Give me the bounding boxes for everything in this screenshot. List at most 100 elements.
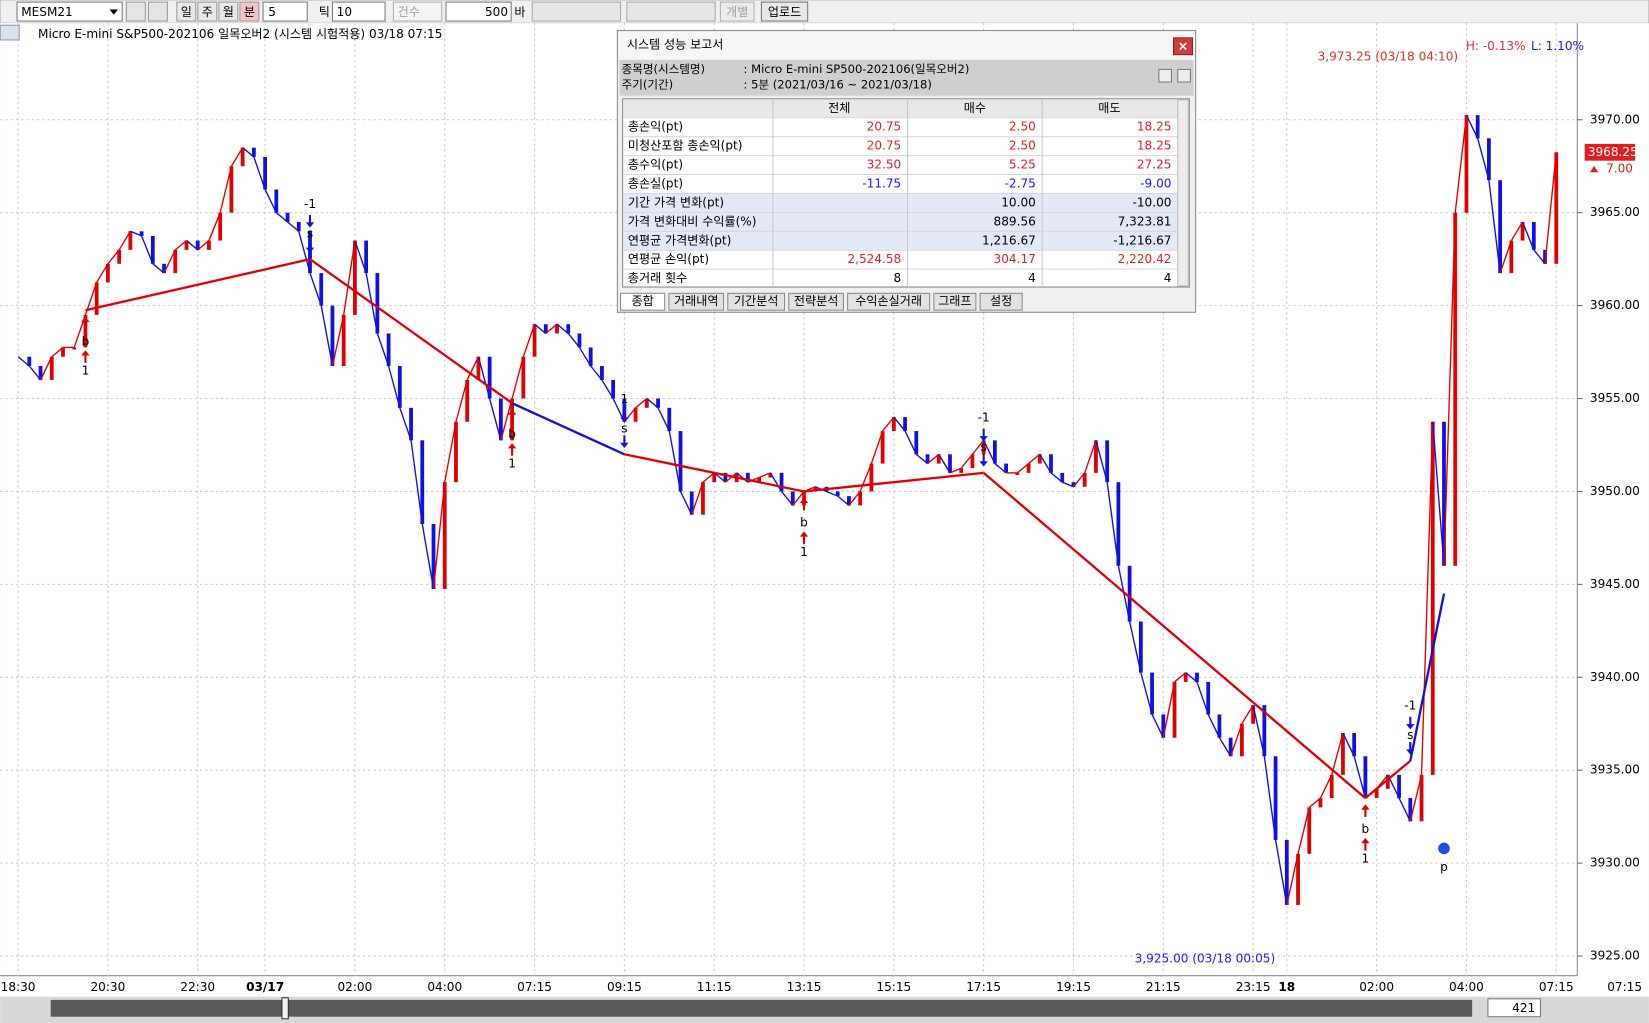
bar-count-input[interactable] xyxy=(445,1,512,22)
search-button[interactable] xyxy=(147,1,168,22)
price-change: 7.00 xyxy=(1606,162,1633,176)
row-label: 미청산포함 총손익(pt) xyxy=(628,139,743,153)
tab[interactable] xyxy=(668,292,725,311)
price-bar xyxy=(1419,774,1424,822)
x-tick-label: 20:30 xyxy=(91,980,126,994)
trade-segment xyxy=(511,402,625,456)
period-combo[interactable] xyxy=(262,1,308,22)
row-background xyxy=(623,212,1178,232)
symbol-combo[interactable] xyxy=(16,1,123,22)
price-bar xyxy=(1374,788,1379,799)
row-label: 연평균 가격변화(pt) xyxy=(628,233,731,247)
trade-segment xyxy=(1364,760,1412,799)
tab-label: 수익손실거래 xyxy=(855,294,922,308)
buy-arrow xyxy=(81,350,90,363)
high-note: 3,973.25 (03/18 04:10) xyxy=(1318,49,1459,63)
cell-value: -1,216.67 xyxy=(1113,233,1171,247)
tab[interactable] xyxy=(727,292,786,311)
price-bar xyxy=(498,398,503,441)
search-button[interactable] xyxy=(125,1,146,22)
tab[interactable] xyxy=(620,292,666,311)
price-bar xyxy=(566,324,571,334)
scroll-overview[interactable] xyxy=(50,999,1473,1017)
cell-value: 4 xyxy=(1164,271,1172,285)
price-bar xyxy=(1273,756,1278,840)
y-tick-label: 3950.00 xyxy=(1590,484,1640,498)
price-bar xyxy=(1487,138,1491,181)
info-key: 주기(기간) xyxy=(622,78,674,92)
cell-value: 5.25 xyxy=(1009,158,1036,172)
chart-tools[interactable] xyxy=(626,1,716,22)
column-header: 전체 xyxy=(828,101,850,115)
tab[interactable] xyxy=(979,292,1023,311)
tab[interactable] xyxy=(788,292,844,311)
info-value: : Micro E-mini SP500-202106(일목오버2) xyxy=(744,62,970,76)
y-tick-label: 3940.00 xyxy=(1590,670,1640,684)
period-value: 5 xyxy=(268,5,276,19)
signal-side: s xyxy=(1407,728,1413,742)
price-bar xyxy=(465,379,470,422)
scroll-thumb[interactable] xyxy=(281,997,289,1020)
upload-button[interactable] xyxy=(760,1,809,22)
price-bar xyxy=(1228,737,1233,757)
info-value: : 5분 (2021/03/16 ~ 2021/03/18) xyxy=(744,78,932,92)
price-bar xyxy=(1498,180,1503,274)
price-bar xyxy=(835,491,840,497)
y-tick-label: 3925.00 xyxy=(1590,949,1640,963)
price-bar xyxy=(543,324,548,334)
print-icon[interactable] xyxy=(1177,68,1191,83)
count-combo[interactable] xyxy=(392,1,443,22)
sell-arrow xyxy=(979,453,988,467)
price-bar xyxy=(61,347,65,357)
tab[interactable] xyxy=(847,292,931,311)
price-bar xyxy=(1453,212,1458,566)
cell-value: 8 xyxy=(894,271,902,285)
sell-arrow xyxy=(1406,716,1415,730)
period-button[interactable] xyxy=(239,1,260,22)
y-tick-label: 3965.00 xyxy=(1590,205,1640,219)
table-scrollbar[interactable] xyxy=(1177,99,1189,287)
price-bar xyxy=(195,240,200,250)
price-bar xyxy=(678,431,683,492)
period-button[interactable] xyxy=(197,1,218,22)
cell-value: 20.75 xyxy=(867,120,902,134)
system-icon xyxy=(0,24,20,41)
cell-value: 2.50 xyxy=(1009,120,1036,134)
bar-count-box[interactable] xyxy=(1487,998,1542,1018)
period-label: 주 xyxy=(202,5,213,19)
individual-button[interactable] xyxy=(719,1,755,22)
row-label: 총손실(pt) xyxy=(628,176,683,190)
price-bar xyxy=(319,273,324,306)
price-bar xyxy=(992,440,997,464)
tick-combo[interactable] xyxy=(331,1,386,22)
price-bar xyxy=(891,417,896,432)
cell-value: 7,323.81 xyxy=(1118,214,1172,228)
price-bar xyxy=(745,472,750,483)
sell-arrow xyxy=(620,410,629,423)
price-bar xyxy=(218,212,223,241)
price-bar xyxy=(128,231,133,250)
high-pct: H: -0.13% xyxy=(1466,39,1526,53)
save-icon[interactable] xyxy=(1158,68,1172,83)
price-bar xyxy=(880,431,885,464)
chart-tools[interactable] xyxy=(531,1,622,22)
price-bar xyxy=(1037,454,1042,464)
price-bar xyxy=(959,468,964,473)
y-tick-label: 3945.00 xyxy=(1590,577,1640,591)
period-button[interactable] xyxy=(176,1,197,22)
price-bar xyxy=(1060,472,1065,483)
price-bar xyxy=(1217,714,1222,738)
price-bar xyxy=(1531,221,1536,250)
period-button[interactable] xyxy=(218,1,239,22)
row-background xyxy=(623,136,1178,156)
price-bar xyxy=(1408,798,1413,822)
price-bar xyxy=(532,324,537,357)
price-bar xyxy=(442,482,447,590)
row-label: 연평균 손익(pt) xyxy=(628,252,709,266)
x-tick-label: 09:15 xyxy=(607,980,642,994)
tab[interactable] xyxy=(933,292,977,311)
cell-value: 18.25 xyxy=(1137,139,1172,153)
row-background xyxy=(623,250,1178,270)
price-bar xyxy=(409,407,413,441)
